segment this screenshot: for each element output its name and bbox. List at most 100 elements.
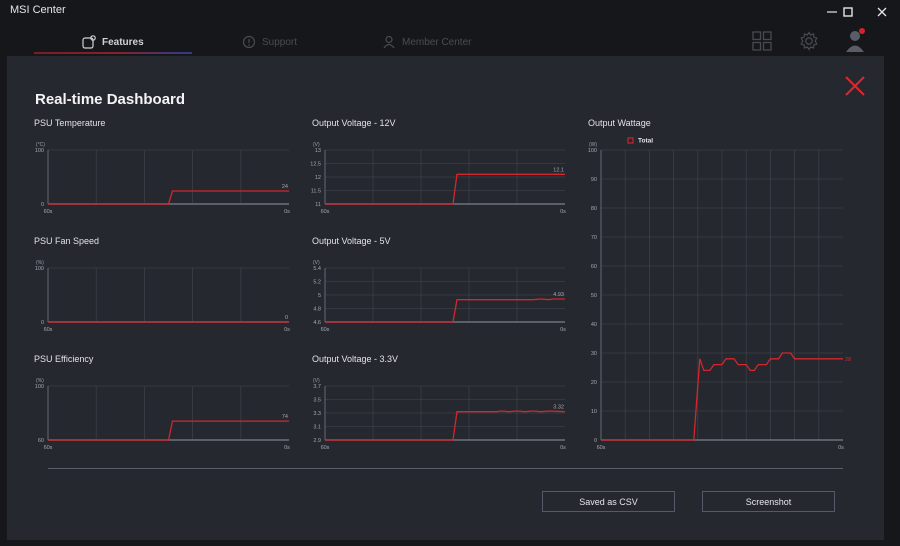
tab-member-center-label: Member Center (402, 36, 472, 48)
save-csv-button[interactable]: Saved as CSV (542, 491, 675, 512)
series-line (325, 173, 565, 205)
close-dashboard-button[interactable] (844, 75, 866, 97)
x-tick-label: 0s (560, 327, 566, 333)
x-tick-label: 60s (44, 445, 53, 451)
y-tick-label: 4.6 (313, 320, 321, 326)
y-tick-label: 0 (41, 202, 44, 208)
tab-support[interactable]: Support (242, 28, 297, 56)
tab-features-label: Features (102, 36, 144, 48)
settings-button[interactable] (798, 30, 820, 52)
x-tick-label: 0s (284, 445, 290, 451)
end-value-label: 74 (282, 414, 288, 420)
unit-label: (V) (313, 260, 320, 266)
y-tick-label: 12.5 (310, 162, 321, 168)
y-tick-label: 60 (38, 438, 44, 444)
grid-button[interactable] (751, 30, 773, 52)
app-title: MSI Center (10, 4, 66, 16)
y-tick-label: 0 (41, 320, 44, 326)
x-tick-label: 60s (321, 209, 330, 215)
y-tick-label: 60 (591, 264, 597, 270)
unit-label: (°C) (36, 142, 45, 148)
minimize-icon (827, 11, 837, 13)
y-tick-label: 3.1 (313, 425, 321, 431)
unit-label: (V) (313, 142, 320, 148)
series-line (601, 352, 843, 441)
x-tick-label: 60s (321, 327, 330, 333)
y-tick-label: 100 (588, 148, 597, 154)
page-title: Real-time Dashboard (35, 91, 186, 108)
y-tick-label: 70 (591, 235, 597, 241)
y-tick-label: 12 (315, 175, 321, 181)
tab-features[interactable]: Features (82, 28, 144, 56)
series-line (48, 420, 289, 441)
chart-title: Output Voltage - 5V (312, 236, 391, 246)
y-tick-label: 50 (591, 293, 597, 299)
screenshot-button[interactable]: Screenshot (702, 491, 835, 512)
y-tick-label: 80 (591, 206, 597, 212)
y-tick-label: 3.7 (313, 384, 321, 390)
y-tick-label: 5.2 (313, 280, 321, 286)
avatar[interactable] (844, 27, 868, 53)
x-tick-label: 60s (44, 209, 53, 215)
x-tick-label: 60s (44, 327, 53, 333)
y-tick-label: 100 (35, 384, 44, 390)
tab-support-label: Support (262, 36, 298, 48)
end-value-label: 28 (845, 357, 851, 363)
dashboard-panel: Real-time Dashboard PSU Temperature (°C) 1… (7, 56, 884, 540)
nav-bar: Features Support Member Center (0, 24, 900, 56)
y-tick-label: 0 (594, 438, 597, 444)
end-value-label: 24 (282, 184, 288, 190)
end-value-label: 12.1 (553, 167, 564, 173)
y-tick-label: 13 (315, 148, 321, 154)
x-tick-label: 60s (597, 445, 606, 451)
member-icon (383, 35, 395, 49)
x-tick-label: 60s (321, 445, 330, 451)
y-tick-label: 40 (591, 322, 597, 328)
y-tick-label: 11.5 (311, 189, 321, 195)
close-button[interactable] (865, 0, 899, 24)
grid-icon (752, 31, 772, 51)
x-tick-label: 0s (560, 209, 566, 215)
maximize-icon (843, 7, 853, 17)
chart-title: Output Voltage - 12V (312, 118, 396, 128)
y-tick-label: 100 (35, 148, 44, 154)
tab-member-center[interactable]: Member Center (382, 28, 471, 56)
series-line (48, 190, 289, 205)
y-tick-label: 11 (315, 202, 321, 208)
settings-icon (800, 31, 818, 51)
avatar-icon (846, 28, 865, 52)
x-tick-label: 0s (560, 445, 566, 451)
y-tick-label: 5 (318, 293, 321, 299)
legend-swatch (627, 137, 634, 144)
x-tick-label: 0s (838, 445, 844, 451)
chart-title: PSU Efficiency (34, 354, 94, 364)
end-value-label: 3.32 (553, 405, 564, 411)
maximize-button[interactable] (831, 0, 865, 24)
x-tick-label: 0s (284, 327, 290, 333)
y-tick-label: 3.3 (313, 411, 321, 417)
unit-label: (%) (36, 260, 44, 266)
close-icon (877, 7, 887, 17)
x-tick-label: 0s (284, 209, 290, 215)
y-tick-label: 2.9 (313, 438, 321, 444)
support-icon (242, 35, 256, 49)
y-tick-label: 4.8 (313, 307, 321, 313)
chart-title: Output Voltage - 3.3V (312, 354, 399, 364)
chart-title: Output Wattage (588, 118, 651, 128)
minimize-button[interactable] (815, 0, 849, 24)
legend-label: Total (638, 138, 653, 145)
series-line (325, 410, 566, 441)
chart-title: PSU Temperature (34, 118, 106, 128)
y-tick-label: 3.5 (313, 398, 321, 404)
unit-label: (%) (36, 378, 44, 384)
divider (48, 468, 843, 469)
y-tick-label: 5.4 (313, 266, 321, 272)
y-tick-label: 100 (35, 266, 44, 272)
y-tick-label: 10 (591, 409, 597, 415)
